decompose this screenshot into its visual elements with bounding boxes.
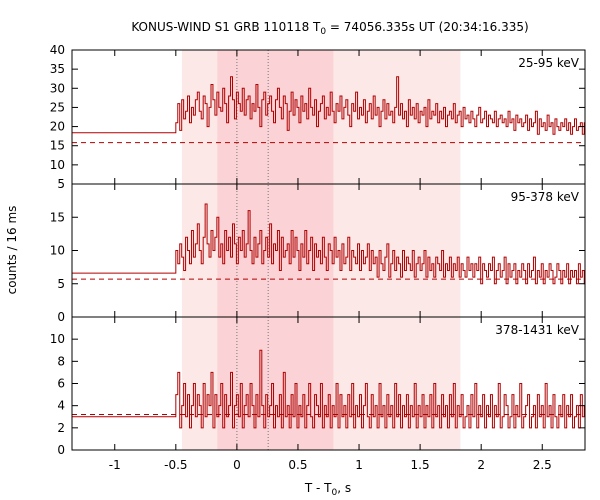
y-tick-label: 5 [57,277,65,291]
count-rate-curve [72,349,585,429]
x-axis-label: T - T0, s [304,481,351,498]
y-axis-label: counts / 16 ms [5,206,19,295]
y-tick-label: 35 [50,62,65,76]
y-tick-label: 40 [50,43,65,57]
x-tick-label: 2 [477,458,485,472]
y-tick-label: 8 [57,354,65,368]
y-tick-label: 25 [50,100,65,114]
x-tick-label: -0.5 [164,458,187,472]
y-tick-label: 6 [57,377,65,391]
y-tick-label: 10 [50,244,65,258]
series-layer [72,76,585,429]
energy-band-label: 95-378 keV [511,190,580,204]
tick-layer: 5 10 15 20 25 30 35 40 0 5 10 15 0 2 4 6 8 10 -1 -0.5 0 0.5 1 1… [50,43,585,472]
energy-band-label: 378-1431 keV [495,323,579,337]
y-tick-label: 5 [57,177,65,191]
energy-band-label: 25-95 keV [518,56,580,70]
y-tick-label: 15 [50,139,65,153]
chart-title: KONUS-WIND S1 GRB 110118 T0 = 74056.335s… [131,20,528,37]
y-tick-label: 0 [57,310,65,324]
y-tick-label: 4 [57,399,65,413]
x-tick-label: 2.5 [533,458,552,472]
x-tick-label: -1 [109,458,121,472]
count-rate-curve [72,76,585,135]
y-tick-label: 10 [50,332,65,346]
x-tick-label: 1 [355,458,363,472]
panel-frames: 25-95 keV 95-378 keV 378-1431 keV [71,49,586,451]
y-tick-label: 10 [50,158,65,172]
y-tick-label: 0 [57,443,65,457]
y-tick-label: 20 [50,120,65,134]
y-tick-label: 15 [50,210,65,224]
x-tick-label: 0 [233,458,241,472]
x-tick-label: 1.5 [411,458,430,472]
y-tick-label: 30 [50,81,65,95]
x-tick-label: 0.5 [288,458,307,472]
y-tick-label: 2 [57,421,65,435]
count-rate-curve [72,203,585,285]
